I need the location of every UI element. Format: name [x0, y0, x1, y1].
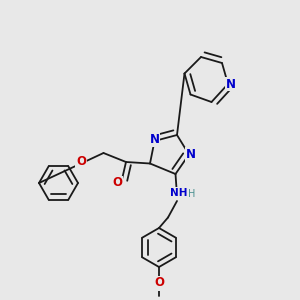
Text: N: N	[149, 133, 160, 146]
Text: O: O	[154, 276, 164, 290]
Text: O: O	[112, 176, 122, 190]
Text: O: O	[154, 278, 164, 291]
Text: H: H	[188, 189, 195, 199]
Text: N: N	[226, 77, 236, 91]
Text: NH: NH	[170, 188, 187, 198]
Text: N: N	[185, 148, 196, 161]
Text: O: O	[76, 154, 86, 168]
